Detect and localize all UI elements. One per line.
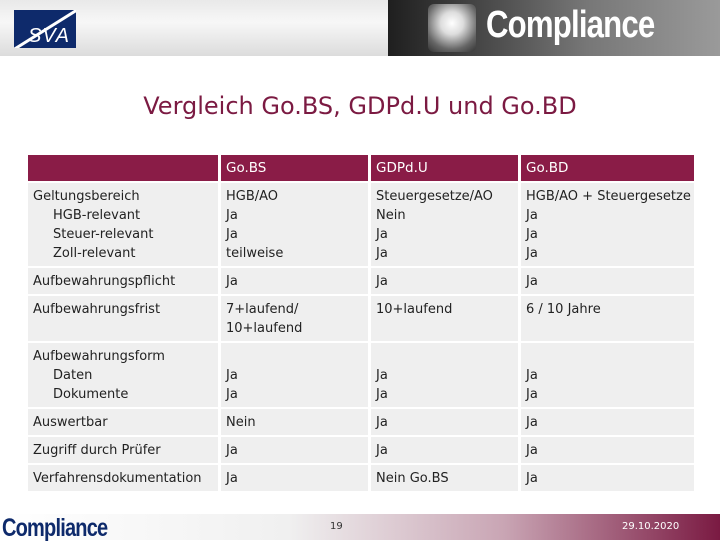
table-row: Auswertbar Nein Ja Ja bbox=[28, 409, 694, 435]
header-cell-gobd: Go.BD bbox=[518, 155, 694, 181]
comparison-table: Go.BS GDPd.U Go.BD Geltungsbereich HGB-r… bbox=[28, 153, 694, 493]
row-label: Verfahrensdokumentation bbox=[28, 465, 218, 491]
row-label-main: Aufbewahrungsform bbox=[33, 349, 165, 364]
cell-gobd: Ja bbox=[518, 437, 694, 463]
table-row: Verfahrensdokumentation Ja Nein Go.BS Ja bbox=[28, 465, 694, 491]
cell-value: Ja bbox=[226, 208, 238, 223]
cell-value: Ja bbox=[226, 387, 238, 402]
cell-gdpdu: Nein Go.BS bbox=[368, 465, 518, 491]
row-label: Auswertbar bbox=[28, 409, 218, 435]
cell-value: Ja bbox=[376, 246, 388, 261]
header-cell-empty bbox=[28, 155, 218, 181]
cell-gobs: Ja Ja bbox=[218, 343, 368, 407]
cell-gobd: Ja bbox=[518, 268, 694, 294]
header-cell-gdpdu: GDPd.U bbox=[368, 155, 518, 181]
cell-gobs: Ja bbox=[218, 437, 368, 463]
banner-light-icon bbox=[428, 4, 476, 52]
table-row: Geltungsbereich HGB-relevant Steuer-rele… bbox=[28, 183, 694, 266]
cell-gobs: Nein bbox=[218, 409, 368, 435]
cell-gdpdu: Ja Ja bbox=[368, 343, 518, 407]
cell-value: Ja bbox=[526, 368, 538, 383]
footer-bar: Compliance 19 29.10.2020 bbox=[0, 514, 720, 542]
cell-gobs: Ja bbox=[218, 268, 368, 294]
page-title: Vergleich Go.BS, GDPd.U und Go.BD bbox=[143, 92, 577, 120]
cell-value: Ja bbox=[526, 208, 538, 223]
sva-logo: SVA bbox=[14, 10, 76, 48]
header-banner: SVA Compliance bbox=[0, 0, 720, 56]
cell-value: Nein bbox=[376, 208, 406, 223]
cell-value: HGB/AO + Steuergesetze bbox=[526, 189, 691, 204]
cell-value: Ja bbox=[376, 227, 388, 242]
row-label-main: Geltungsbereich bbox=[33, 189, 140, 204]
cell-gobd: 6 / 10 Jahre bbox=[518, 296, 694, 341]
row-label-sub: HGB-relevant bbox=[53, 208, 141, 223]
table-row: Zugriff durch Prüfer Ja Ja Ja bbox=[28, 437, 694, 463]
row-label: Aufbewahrungsfrist bbox=[28, 296, 218, 341]
cell-gdpdu: Ja bbox=[368, 437, 518, 463]
cell-value: teilweise bbox=[226, 246, 284, 261]
table-header-row: Go.BS GDPd.U Go.BD bbox=[28, 155, 694, 181]
cell-value: Ja bbox=[376, 368, 388, 383]
table-row: Aufbewahrungsfrist 7+laufend/ 10+laufend… bbox=[28, 296, 694, 341]
table-row: Aufbewahrungsform Daten Dokumente Ja Ja … bbox=[28, 343, 694, 407]
row-label: Aufbewahrungspflicht bbox=[28, 268, 218, 294]
cell-gobs: HGB/AO Ja Ja teilweise bbox=[218, 183, 368, 266]
cell-gdpdu: Ja bbox=[368, 409, 518, 435]
cell-value: Ja bbox=[526, 227, 538, 242]
row-label: Geltungsbereich HGB-relevant Steuer-rele… bbox=[28, 183, 218, 266]
banner-title: Compliance bbox=[486, 4, 655, 46]
cell-value: Ja bbox=[526, 387, 538, 402]
cell-gobd: HGB/AO + Steuergesetze Ja Ja Ja bbox=[518, 183, 694, 266]
row-label-sub: Daten bbox=[53, 368, 93, 383]
row-label-sub: Dokumente bbox=[53, 387, 129, 402]
row-label-sub: Zoll-relevant bbox=[53, 246, 136, 261]
footer-date: 29.10.2020 bbox=[622, 521, 680, 532]
cell-gobs: Ja bbox=[218, 465, 368, 491]
cell-value: 7+laufend/ bbox=[226, 302, 299, 317]
cell-gobd: Ja bbox=[518, 465, 694, 491]
cell-value: 10+laufend bbox=[226, 321, 303, 336]
cell-value: Ja bbox=[226, 227, 238, 242]
sva-logo-text: SVA bbox=[28, 25, 70, 47]
cell-gobd: Ja bbox=[518, 409, 694, 435]
cell-gobd: Ja Ja bbox=[518, 343, 694, 407]
row-label-sub: Steuer-relevant bbox=[53, 227, 154, 242]
row-label: Zugriff durch Prüfer bbox=[28, 437, 218, 463]
cell-gdpdu: Ja bbox=[368, 268, 518, 294]
cell-value: HGB/AO bbox=[226, 189, 279, 204]
header-cell-gobs: Go.BS bbox=[218, 155, 368, 181]
table-row: Aufbewahrungspflicht Ja Ja Ja bbox=[28, 268, 694, 294]
cell-value: Ja bbox=[376, 387, 388, 402]
cell-value: Steuergesetze/AO bbox=[376, 189, 493, 204]
cell-gdpdu: Steuergesetze/AO Nein Ja Ja bbox=[368, 183, 518, 266]
footer-logo: Compliance bbox=[2, 514, 108, 542]
page-number: 19 bbox=[330, 521, 343, 532]
cell-value: Ja bbox=[226, 368, 238, 383]
cell-gobs: 7+laufend/ 10+laufend bbox=[218, 296, 368, 341]
cell-value: Ja bbox=[526, 246, 538, 261]
row-label: Aufbewahrungsform Daten Dokumente bbox=[28, 343, 218, 407]
cell-gdpdu: 10+laufend bbox=[368, 296, 518, 341]
